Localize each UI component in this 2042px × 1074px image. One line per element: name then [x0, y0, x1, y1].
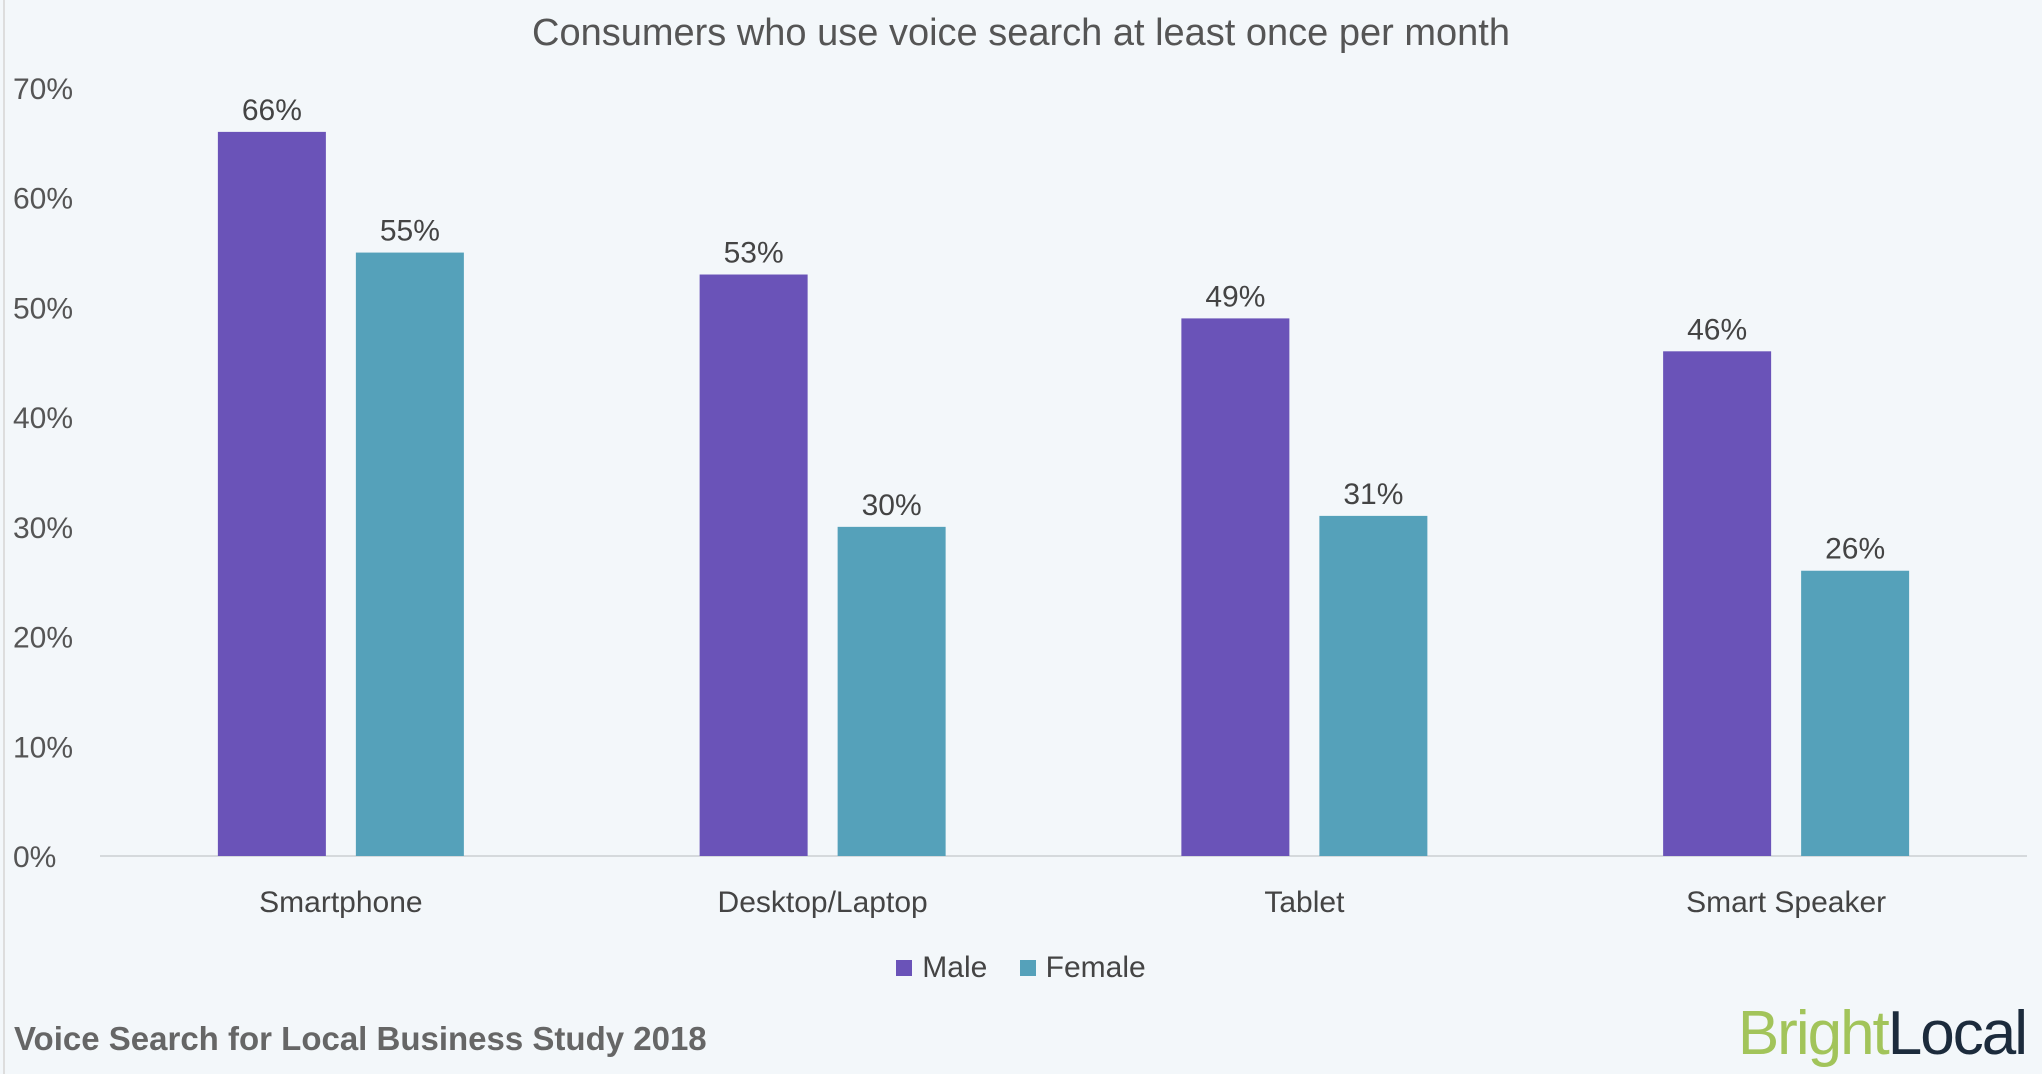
legend-label-female: Female: [1045, 951, 1146, 984]
x-tick-label: Smartphone: [259, 886, 422, 919]
legend-item-male: Male: [896, 951, 987, 985]
data-label: 26%: [1825, 533, 1885, 566]
y-tick-label: 50%: [13, 292, 73, 325]
bar-female: [355, 252, 464, 857]
logo-part-local: Local: [1887, 999, 2028, 1068]
y-tick-label: 60%: [13, 183, 73, 216]
bar-male: [217, 131, 326, 856]
bar-male: [699, 274, 808, 856]
legend-swatch-male: [896, 960, 913, 976]
legend-swatch-female: [1019, 960, 1036, 976]
bar-female: [1319, 515, 1428, 856]
source-caption: Voice Search for Local Business Study 20…: [14, 1020, 707, 1057]
data-label: 31%: [1343, 478, 1403, 511]
y-tick-label: 0%: [13, 841, 56, 874]
y-tick-label: 40%: [13, 402, 73, 435]
data-label: 46%: [1687, 313, 1747, 346]
x-tick-label: Tablet: [1264, 886, 1345, 919]
chart-title: Consumers who use voice search at least …: [532, 12, 1510, 54]
bar-female: [837, 526, 946, 856]
bar-female: [1801, 570, 1910, 856]
legend-item-female: Female: [1019, 951, 1146, 985]
x-tick-label: Desktop/Laptop: [718, 886, 928, 919]
data-label: 55%: [380, 215, 440, 248]
brightlocal-logo: BrightLocal: [1737, 998, 2028, 1069]
x-tick-label: Smart Speaker: [1686, 886, 1886, 919]
y-tick-label: 30%: [13, 512, 73, 545]
data-label: 30%: [862, 489, 922, 522]
y-tick-label: 20%: [13, 622, 73, 655]
legend: Male Female: [0, 950, 2042, 985]
data-label: 53%: [724, 237, 784, 270]
legend-label-male: Male: [922, 951, 988, 984]
bar-male: [1663, 351, 1772, 856]
y-tick-label: 10%: [13, 731, 73, 764]
bar-male: [1181, 318, 1290, 856]
y-tick-label: 70%: [13, 73, 73, 106]
data-label: 66%: [242, 94, 302, 127]
data-label: 49%: [1205, 280, 1265, 313]
logo-part-bright: Bright: [1737, 999, 1890, 1068]
